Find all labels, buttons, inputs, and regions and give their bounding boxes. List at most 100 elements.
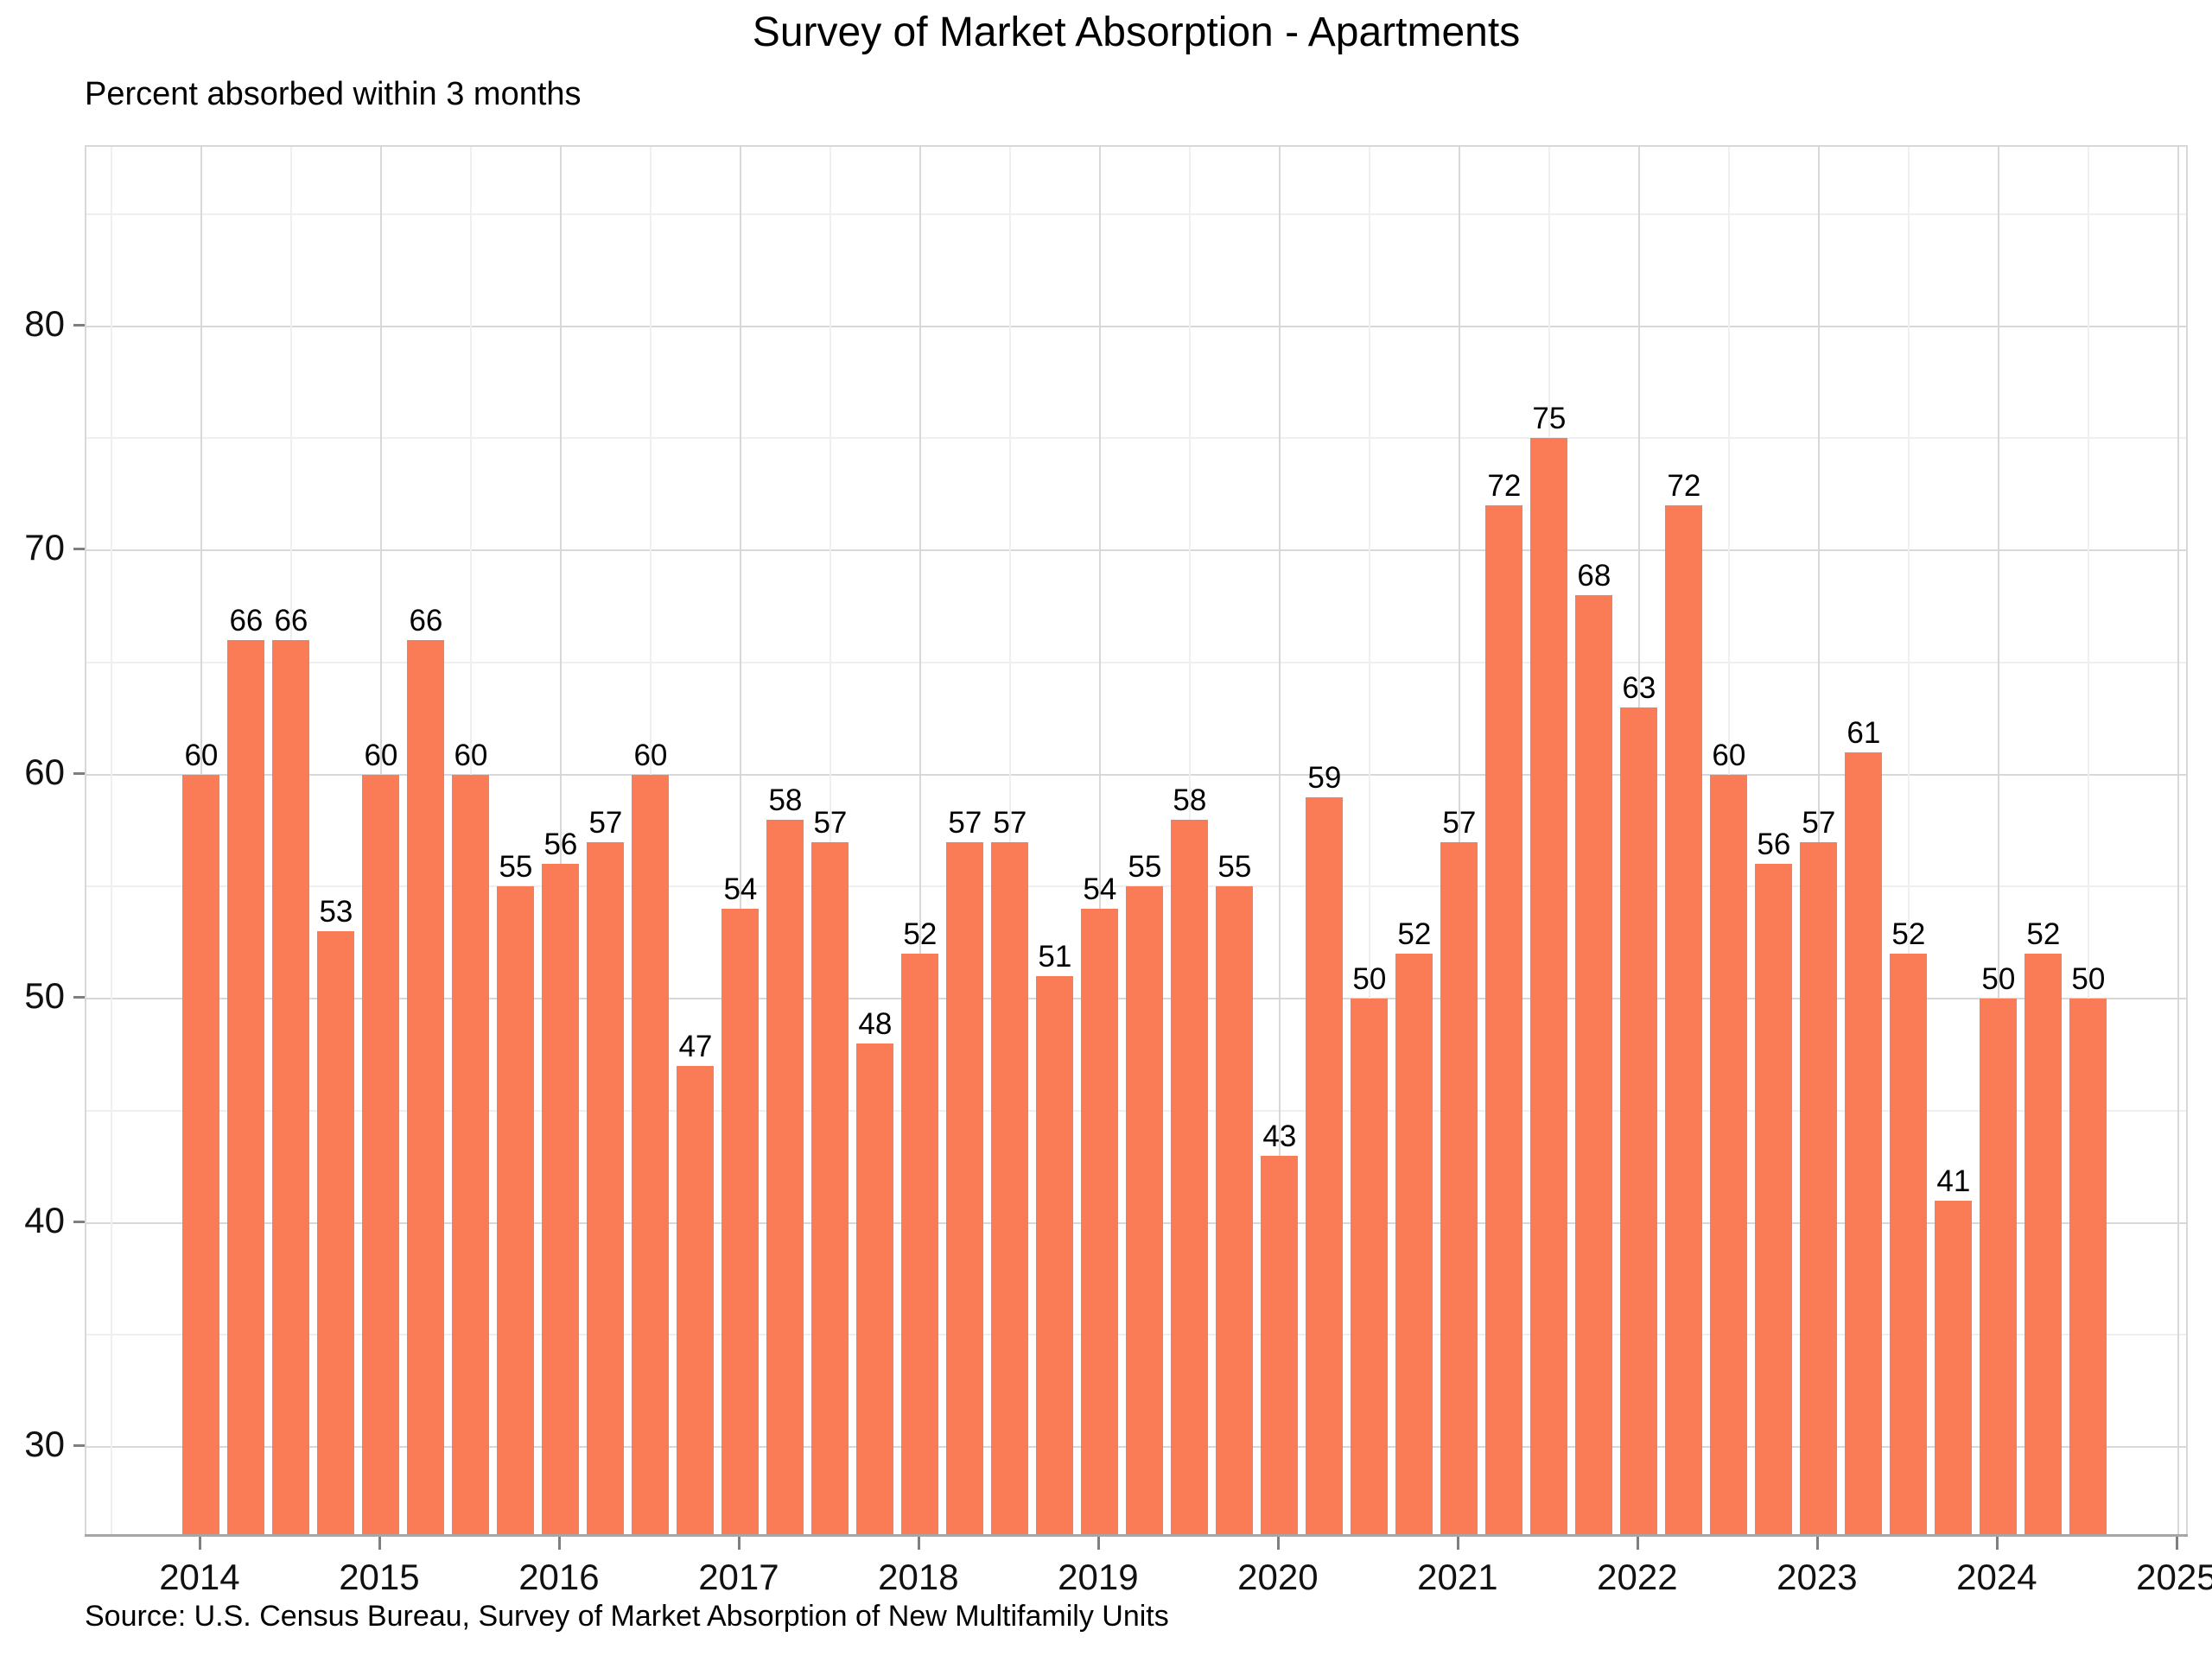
h-gridline-minor: [86, 661, 2186, 663]
h-gridline-major: [86, 773, 2186, 776]
bar-value-label: 54: [723, 872, 758, 907]
v-gridline-major: [1458, 147, 1460, 1535]
bar: [721, 909, 760, 1535]
bar: [1530, 438, 1568, 1535]
v-gridline-minor: [829, 147, 831, 1535]
bar-value-label: 60: [364, 738, 398, 772]
bar: [1620, 707, 1658, 1535]
v-gridline-major: [739, 147, 741, 1535]
bar-value-label: 63: [1622, 670, 1656, 705]
y-tick: [73, 1444, 85, 1448]
h-gridline-minor: [86, 437, 2186, 440]
bar: [272, 639, 310, 1535]
y-tick: [73, 996, 85, 999]
h-gridline-minor: [86, 213, 2186, 215]
x-tick: [917, 1537, 920, 1550]
y-tick-label: 50: [24, 975, 65, 1017]
bar: [677, 1066, 715, 1535]
v-gridline-major: [918, 147, 921, 1535]
v-gridline-minor: [110, 147, 112, 1535]
bar: [1575, 595, 1613, 1535]
bar-value-label: 58: [1173, 783, 1207, 817]
bar-value-label: 55: [499, 850, 533, 885]
bar: [407, 639, 445, 1535]
y-tick-label: 80: [24, 302, 65, 344]
bar: [632, 774, 670, 1535]
bar: [1036, 976, 1074, 1535]
bar-value-label: 72: [1487, 469, 1522, 504]
x-tick: [378, 1537, 381, 1550]
bar: [497, 886, 535, 1535]
bar: [1081, 909, 1119, 1535]
bar-value-label: 57: [948, 805, 982, 840]
bar: [182, 774, 220, 1535]
plot-panel: 60 66 66 53 60 66 60 55 56 57 60 47 54 58 57 48 52 57 57 51…: [85, 145, 2188, 1535]
bar: [1710, 774, 1748, 1535]
bar: [1126, 886, 1164, 1535]
bar-value-label: 50: [2071, 962, 2106, 997]
bar-value-label: 51: [1038, 940, 1072, 974]
bar-value-label: 52: [903, 917, 938, 952]
bar: [2069, 999, 2107, 1535]
y-tick: [73, 548, 85, 551]
bar-value-label: 60: [454, 738, 488, 772]
x-tick: [1096, 1537, 1100, 1550]
x-tick-label: 2016: [518, 1557, 600, 1597]
x-tick-label: 2024: [1956, 1557, 2037, 1597]
bar: [1935, 1200, 1973, 1535]
bar: [1306, 796, 1344, 1535]
bar: [1845, 752, 1883, 1535]
x-tick-label: 2022: [1597, 1557, 1678, 1597]
bar-value-label: 53: [319, 895, 353, 929]
chart-title: Survey of Market Absorption - Apartments: [752, 10, 1521, 55]
v-gridline-minor: [1368, 147, 1370, 1535]
bar: [1485, 505, 1523, 1535]
x-tick-label: 2020: [1237, 1557, 1319, 1597]
bar-value-label: 61: [1847, 715, 1881, 750]
bar-value-label: 55: [1128, 850, 1162, 885]
v-gridline-major: [1997, 147, 1999, 1535]
bar: [1171, 819, 1209, 1535]
bar-value-label: 66: [274, 603, 308, 638]
y-tick: [73, 1220, 85, 1223]
bar-value-label: 59: [1307, 760, 1342, 795]
bar-value-label: 57: [588, 805, 623, 840]
bar-value-label: 54: [1083, 872, 1117, 907]
x-tick-label: 2014: [159, 1557, 240, 1597]
bar-value-label: 41: [1936, 1164, 1971, 1198]
bar-value-label: 57: [1442, 805, 1477, 840]
bar-value-label: 47: [678, 1030, 713, 1064]
bar: [1980, 999, 2018, 1535]
bar-value-label: 55: [1217, 850, 1252, 885]
v-gridline-minor: [1008, 147, 1011, 1535]
bar: [542, 864, 580, 1535]
x-tick-label: 2018: [878, 1557, 959, 1597]
x-tick: [557, 1537, 561, 1550]
bar-value-label: 60: [1712, 738, 1746, 772]
v-gridline-minor: [1907, 147, 1910, 1535]
v-gridline-major: [1817, 147, 1820, 1535]
bar-value-label: 58: [768, 783, 803, 817]
bar: [766, 819, 804, 1535]
bar: [1890, 954, 1928, 1535]
bar: [856, 1044, 894, 1535]
y-tick: [73, 771, 85, 775]
x-axis-line: [85, 1534, 2188, 1537]
bar-value-label: 48: [858, 1007, 893, 1042]
x-tick-label: 2021: [1417, 1557, 1498, 1597]
bar: [362, 774, 400, 1535]
x-tick: [1456, 1537, 1459, 1550]
bar-value-label: 68: [1577, 559, 1611, 593]
x-tick-label: 2015: [339, 1557, 420, 1597]
x-tick: [1815, 1537, 1819, 1550]
bar: [317, 931, 355, 1535]
bar-value-label: 52: [2026, 917, 2061, 952]
bar: [1440, 841, 1478, 1535]
bar: [946, 841, 984, 1535]
y-tick-label: 40: [24, 1199, 65, 1240]
x-tick-label: 2019: [1058, 1557, 1139, 1597]
bar-value-label: 50: [1352, 962, 1387, 997]
chart-source-note: Source: U.S. Census Bureau, Survey of Ma…: [85, 1600, 1169, 1633]
bar: [452, 774, 490, 1535]
bar: [1665, 505, 1703, 1535]
